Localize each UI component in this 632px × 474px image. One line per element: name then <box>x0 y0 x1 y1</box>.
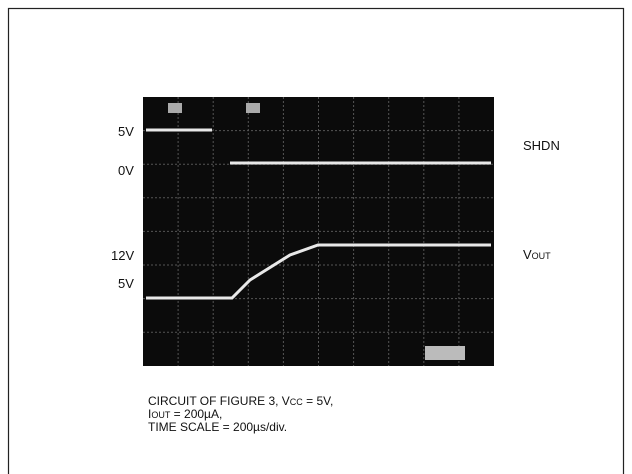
caption-text: CIRCUIT OF FIGURE 3, V <box>148 394 290 408</box>
label-main: V <box>523 247 532 262</box>
trigger-marker <box>168 103 182 113</box>
caption-sub: OUT <box>151 410 171 420</box>
level-label: 5V <box>118 124 134 139</box>
scale-readout <box>425 346 465 360</box>
figure: 5V 0V 12V 5V SHDN VOUT CIRCUIT OF FIGURE… <box>0 0 632 474</box>
caption-line: IOUT = 200µA, <box>148 407 222 421</box>
label-sub: OUT <box>532 251 552 261</box>
level-label: 12V <box>111 248 134 263</box>
caption-line: CIRCUIT OF FIGURE 3, VCC = 5V, <box>148 394 333 408</box>
level-label: 0V <box>118 163 134 178</box>
caption-text: = 5V, <box>303 394 334 408</box>
page: {"scope": { "left_labels": ["5V", "0V", … <box>0 0 632 474</box>
level-label: 5V <box>118 276 134 291</box>
caption-line: TIME SCALE = 200µs/div. <box>148 420 287 434</box>
signal-label: SHDN <box>523 138 560 153</box>
caption-sub: CC <box>290 397 303 407</box>
trigger-marker <box>246 103 260 113</box>
caption-text: = 200µA, <box>170 407 222 421</box>
